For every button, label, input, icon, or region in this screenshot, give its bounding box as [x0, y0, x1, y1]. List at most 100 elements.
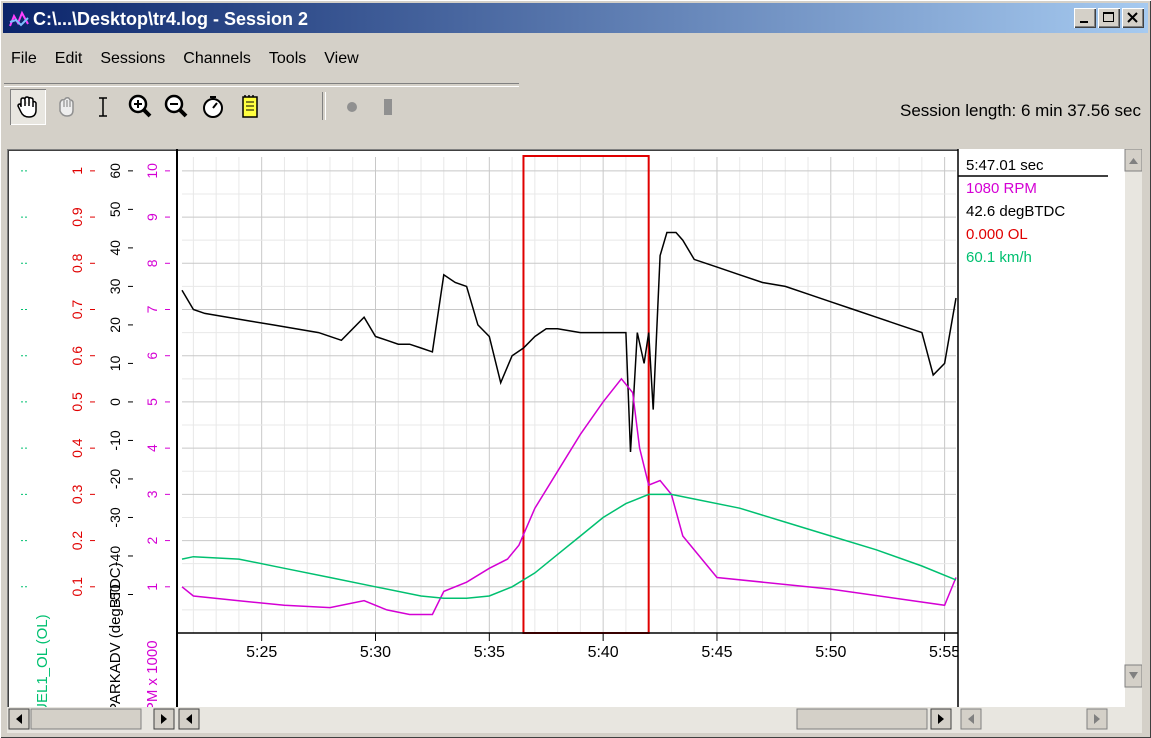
y-tick-label: 7: [144, 305, 160, 313]
y-tick-label: 0.6: [69, 346, 85, 366]
readout-panel: [958, 149, 1142, 733]
maximize-button[interactable]: [1098, 8, 1120, 28]
x-tick-label: 5:30: [360, 644, 391, 661]
x-tick-label: 5:45: [701, 644, 732, 661]
zoom-in-button[interactable]: [122, 89, 158, 125]
pan-hand-icon: [17, 96, 37, 118]
menu-tools[interactable]: Tools: [268, 50, 307, 67]
y-tick-label: 6: [144, 352, 160, 360]
selection-box: [522, 155, 650, 634]
scroll-up-icon: [1129, 158, 1138, 164]
y-axis-label: FUEL1_OL (OL): [34, 614, 51, 723]
maximize-icon: [1103, 12, 1114, 22]
x-tick-label: 5:55: [929, 644, 960, 661]
notepad-icon: [242, 95, 258, 118]
x-tick-label: 5:35: [474, 644, 505, 661]
y-tick-label: 1: [144, 583, 160, 591]
y-tick-label: 60: [107, 163, 123, 179]
y-tick-label: 10: [144, 163, 160, 179]
vertical-scrollbar: [1125, 149, 1142, 709]
y-tick-label: 8: [144, 259, 160, 267]
y-tick-label: 2: [144, 536, 160, 544]
y-tick-label: 0.5: [69, 392, 85, 412]
y-tick-label: -30: [107, 507, 123, 527]
readout-speed: 60.1 km/h: [966, 249, 1032, 266]
minimize-button[interactable]: [1074, 8, 1096, 28]
stopwatch-button[interactable]: [195, 89, 231, 125]
y-tick-label: 10: [107, 355, 123, 371]
y-tick-label: 0.8: [69, 253, 85, 273]
text-cursor-icon: [99, 97, 107, 117]
readout-scroll-left-icon: [968, 714, 974, 724]
grab-hand-icon: [59, 97, 74, 117]
stop-icon: [384, 99, 392, 115]
menu-bar: File Edit Sessions Channels Tools View: [3, 46, 369, 70]
y-tick-label: 0.4: [69, 438, 85, 458]
scroll-right-icon: [161, 714, 167, 724]
y-tick-label: 0.2: [69, 531, 85, 551]
y-tick-label: 40: [107, 240, 123, 256]
pan-tool-button[interactable]: [10, 89, 46, 125]
series-line-rpm: [181, 377, 957, 616]
record-icon: [347, 102, 357, 112]
zoom-out-button[interactable]: [158, 89, 194, 125]
menu-file[interactable]: File: [11, 50, 37, 67]
series-line-sparkadv: [181, 231, 957, 453]
y-tick-label: -10: [107, 430, 123, 450]
x-tick-label: 5:40: [588, 644, 619, 661]
readout-rpm: 1080 RPM: [966, 180, 1037, 197]
minimize-icon: [1080, 21, 1088, 23]
plot-panel: 5:25 5:30 5:35 5:40 5:45 5:50 5:55 FUEL1_OL (OL…: [7, 149, 1142, 733]
y-tick-label: 20: [107, 317, 123, 333]
x-tick-label: 5:50: [815, 644, 846, 661]
close-icon: [1127, 12, 1138, 23]
plot-scroll-right-icon: [938, 714, 944, 724]
scroll-thumb-left: [30, 708, 142, 730]
stop-button[interactable]: [370, 89, 406, 125]
scroll-left-icon: [16, 714, 22, 724]
menu-separator: [4, 83, 519, 87]
y-tick-label: 0: [107, 398, 123, 406]
readout-scroll-right-icon: [1094, 714, 1100, 724]
scroll-down-icon: [1129, 672, 1138, 679]
y-tick-label: 0.1: [69, 577, 85, 597]
y-tick-label: -20: [107, 469, 123, 489]
close-button[interactable]: [1122, 8, 1144, 28]
y-tick-label: 0.9: [69, 207, 85, 227]
y-tick-label: 5: [144, 398, 160, 406]
record-button[interactable]: [334, 89, 370, 125]
y-tick-label: 4: [144, 444, 160, 452]
plot-scroll-thumb: [796, 708, 928, 730]
menu-view[interactable]: View: [324, 50, 359, 67]
notepad-button[interactable]: [232, 89, 268, 125]
app-logo-icon: [9, 10, 29, 27]
menu-sessions[interactable]: Sessions: [100, 50, 166, 67]
y-tick-label: 0.3: [69, 484, 85, 504]
grab-tool-button[interactable]: [48, 89, 84, 125]
readout-fuel: 0.000 OL: [966, 226, 1028, 243]
y-tick-label: -50: [107, 584, 123, 604]
zoom-in-icon: [128, 94, 152, 118]
plot-area[interactable]: 5:25 5:30 5:35 5:40 5:45 5:50 5:55 FUEL1_OL (OL…: [7, 149, 1142, 733]
y-tick-label: 30: [107, 278, 123, 294]
series-line-speed: [181, 493, 957, 600]
x-tick-label: 5:25: [246, 644, 277, 661]
zoom-out-icon: [164, 94, 188, 118]
menu-channels[interactable]: Channels: [183, 50, 251, 67]
readout-spark: 42.6 degBTDC: [966, 203, 1065, 220]
y-tick-label: 9: [144, 213, 160, 221]
y-tick-label: 50: [107, 201, 123, 217]
y-tick-label: 1: [69, 167, 85, 175]
toolbar-separator: [322, 92, 326, 120]
title-bar[interactable]: C:\...\Desktop\tr4.log - Session 2: [3, 3, 1148, 33]
y-axis-label: SPARKADV (degBTDC): [107, 562, 124, 723]
text-cursor-tool-button[interactable]: [85, 89, 121, 125]
window-title: C:\...\Desktop\tr4.log - Session 2: [33, 9, 309, 29]
session-length-label: Session length: 6 min 37.56 sec: [900, 101, 1141, 120]
menu-edit[interactable]: Edit: [54, 50, 83, 67]
plot-scroll-left-icon: [186, 714, 192, 724]
y-axis-label: RPM x 1000: [144, 640, 161, 723]
y-tick-label: 3: [144, 490, 160, 498]
toolbar: [8, 89, 428, 129]
